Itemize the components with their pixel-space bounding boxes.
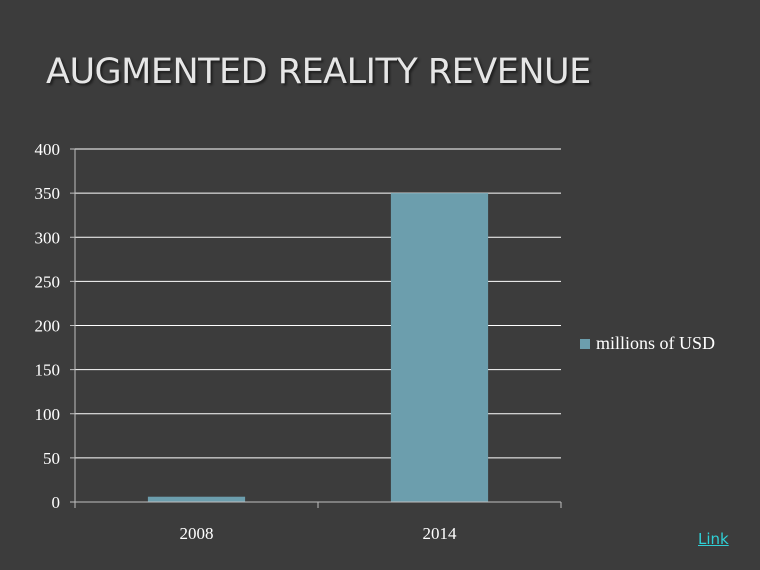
bar-2008 [147, 496, 246, 502]
link[interactable]: Link [698, 530, 729, 548]
y-tick-label: 0 [52, 493, 61, 512]
y-tick-label: 150 [35, 361, 61, 380]
bar-2014 [390, 193, 489, 502]
y-tick-label: 200 [35, 317, 61, 336]
legend-label: millions of USD [596, 333, 716, 353]
legend-swatch [580, 338, 590, 349]
x-tick-label: 2014 [423, 524, 458, 543]
chart-legend: millions of USD [580, 333, 715, 354]
y-tick-label: 300 [35, 228, 61, 247]
y-tick-label: 50 [43, 449, 60, 468]
y-tick-label: 350 [35, 184, 61, 203]
x-tick-label: 2008 [180, 524, 214, 543]
slide-title: AUGMENTED REALITY REVENUE [46, 52, 591, 92]
y-tick-label: 100 [35, 405, 61, 424]
y-tick-label: 400 [35, 140, 61, 159]
y-tick-label: 250 [35, 272, 61, 291]
